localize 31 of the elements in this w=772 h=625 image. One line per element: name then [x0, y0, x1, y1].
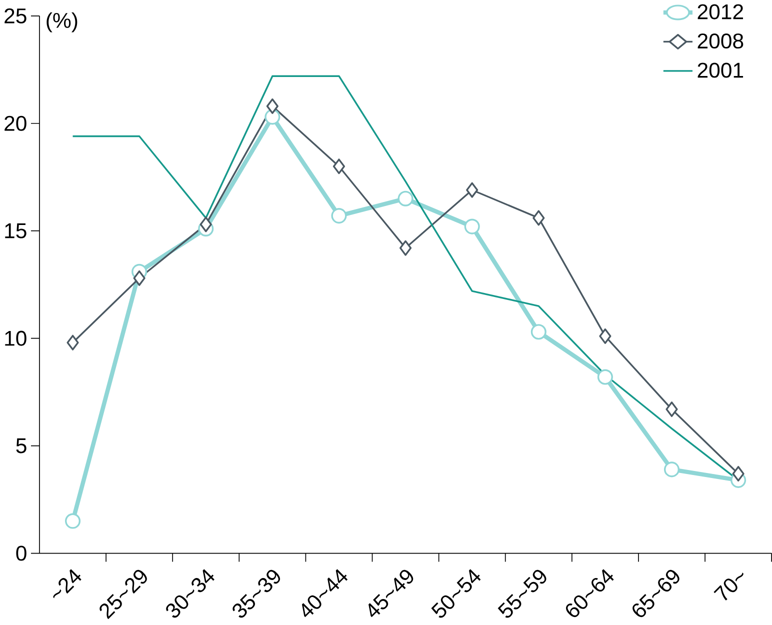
- point: [466, 182, 478, 198]
- point: [532, 210, 545, 226]
- y-axis-title: (%): [46, 12, 78, 32]
- point: [200, 216, 212, 232]
- legend-label: 2008: [698, 33, 744, 49]
- y-tick-label: 20: [4, 116, 26, 131]
- x-tick-label: 70~: [714, 572, 744, 600]
- point: [66, 334, 79, 350]
- point: [464, 218, 480, 234]
- point: [398, 190, 414, 206]
- point: [133, 270, 146, 286]
- point: [666, 401, 678, 418]
- point: [597, 369, 613, 385]
- point: [399, 240, 412, 256]
- y-tick-label: 5: [16, 438, 26, 454]
- y-tick-label: 0: [16, 546, 26, 561]
- y-tick-label: 10: [5, 330, 26, 346]
- point: [332, 158, 346, 174]
- legend-label: 2012: [698, 4, 744, 20]
- y-tick-label: 15: [5, 223, 26, 238]
- y-tick-label: 25: [4, 8, 26, 24]
- point: [331, 208, 347, 224]
- legend-label: 2001: [698, 62, 744, 78]
- point: [64, 513, 81, 529]
- point: [599, 328, 612, 344]
- point: [266, 98, 278, 114]
- point: [664, 462, 680, 478]
- point: [732, 466, 744, 482]
- point: [264, 109, 280, 125]
- point: [530, 324, 546, 340]
- x-tick-label: ~24: [53, 569, 82, 598]
